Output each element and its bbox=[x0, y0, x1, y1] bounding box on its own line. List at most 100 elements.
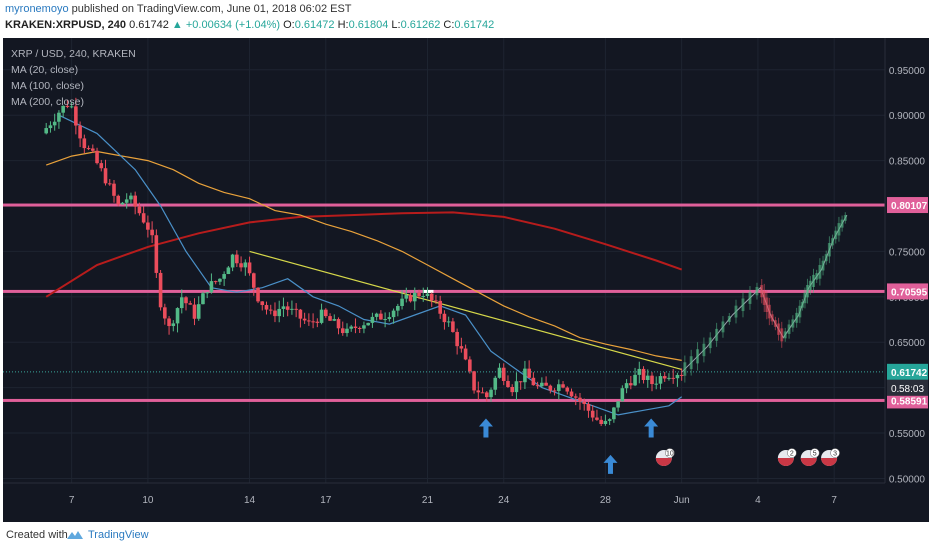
projection-candle bbox=[805, 278, 809, 304]
candle-body bbox=[612, 407, 616, 420]
candle bbox=[620, 385, 625, 402]
candle-body bbox=[540, 382, 544, 387]
candle bbox=[86, 145, 91, 151]
candle-body bbox=[472, 371, 476, 391]
candle-body bbox=[95, 150, 99, 164]
candle-body bbox=[146, 222, 150, 230]
candle-body bbox=[417, 292, 421, 297]
projection-candle bbox=[831, 234, 835, 249]
candle bbox=[116, 194, 121, 207]
candle-body bbox=[484, 392, 489, 398]
candle bbox=[548, 384, 553, 394]
projection-body bbox=[708, 337, 712, 349]
candle bbox=[595, 409, 599, 421]
price-chart[interactable]: 10 2 5 3 0.95000 0.90000 0.85000 0.75000 0.65000… bbox=[3, 38, 929, 522]
tradingview-brand-link[interactable]: TradingView bbox=[88, 529, 149, 541]
event-badge-flag bbox=[821, 458, 838, 466]
candle-body bbox=[175, 308, 180, 324]
price-tick-label: 0.85000 bbox=[889, 157, 926, 168]
candle bbox=[421, 287, 426, 302]
last-price: 0.61742 bbox=[129, 19, 169, 31]
candle-body bbox=[434, 300, 438, 302]
level-price-tag: 0.70595 bbox=[891, 287, 928, 298]
candle-body bbox=[679, 374, 684, 376]
projection-candle bbox=[770, 310, 774, 325]
projection-body bbox=[696, 349, 700, 364]
candle bbox=[557, 379, 561, 400]
candle bbox=[103, 159, 108, 186]
candle-body bbox=[345, 328, 349, 334]
candle-body bbox=[192, 304, 197, 319]
candle-body bbox=[650, 375, 654, 385]
candle-body bbox=[78, 125, 82, 139]
candle-body bbox=[277, 308, 282, 317]
legend-ma20[interactable]: MA (20, close) bbox=[11, 64, 79, 76]
candle bbox=[480, 387, 485, 394]
candle-body bbox=[552, 390, 557, 392]
candle-body bbox=[336, 319, 341, 329]
candle bbox=[438, 295, 442, 319]
publish-info: myronemoyo published on TradingView.com,… bbox=[5, 3, 352, 15]
projection-candle bbox=[815, 269, 819, 283]
time-tick-label: Jun bbox=[674, 495, 690, 506]
level-line bbox=[3, 289, 885, 293]
candle-body bbox=[222, 274, 226, 279]
candle bbox=[163, 303, 167, 325]
candle bbox=[455, 328, 459, 355]
candle-body bbox=[400, 298, 404, 306]
candle bbox=[412, 287, 417, 311]
candle bbox=[264, 301, 269, 315]
projection-candle bbox=[800, 298, 804, 311]
candle bbox=[366, 322, 370, 326]
author-link[interactable]: myronemoyo bbox=[5, 3, 69, 15]
candle bbox=[518, 381, 523, 390]
event-badge-count-bg bbox=[787, 448, 797, 458]
candle-body bbox=[91, 148, 95, 151]
candle-body bbox=[154, 235, 159, 273]
candle-body bbox=[137, 206, 142, 214]
candle-body bbox=[633, 374, 637, 386]
event-badge-icon: 5 bbox=[800, 448, 820, 466]
projection-body bbox=[834, 230, 838, 240]
candle bbox=[565, 386, 570, 395]
candle bbox=[654, 376, 659, 390]
candle-body bbox=[61, 105, 65, 113]
candles bbox=[44, 97, 684, 427]
close-label: C: bbox=[443, 19, 455, 31]
candle-body bbox=[226, 267, 231, 275]
candle-body bbox=[459, 346, 464, 349]
candle-body bbox=[235, 254, 239, 264]
legend-ma100[interactable]: MA (100, close) bbox=[11, 80, 84, 92]
candle-body bbox=[141, 213, 146, 223]
projection-body bbox=[760, 285, 764, 298]
candle bbox=[129, 192, 133, 204]
candle-body bbox=[340, 328, 345, 334]
candle-body bbox=[201, 293, 205, 305]
candle bbox=[137, 202, 142, 216]
candle bbox=[514, 372, 519, 401]
candle bbox=[637, 361, 642, 384]
candle bbox=[298, 308, 303, 328]
legend-ma200[interactable]: MA (200, close) bbox=[11, 96, 84, 108]
candle-body bbox=[374, 313, 379, 317]
candle bbox=[78, 121, 82, 148]
plot-area: 10 2 5 3 bbox=[3, 97, 885, 474]
candle bbox=[442, 310, 447, 330]
candle-body bbox=[480, 392, 485, 394]
candle bbox=[120, 201, 125, 205]
candle bbox=[362, 321, 366, 334]
candle-body bbox=[641, 368, 646, 381]
time-tick-label: 28 bbox=[600, 495, 612, 506]
candle bbox=[489, 387, 493, 402]
candle bbox=[349, 324, 354, 332]
candle bbox=[497, 363, 502, 379]
chart-panel[interactable]: 10 2 5 3 0.95000 0.90000 0.85000 0.75000 0.65000… bbox=[3, 38, 929, 522]
candle bbox=[379, 310, 383, 320]
candle bbox=[506, 375, 510, 388]
candle bbox=[531, 372, 536, 386]
level-line-handle bbox=[423, 289, 434, 293]
projection-body bbox=[780, 328, 784, 342]
candle-body bbox=[396, 305, 400, 311]
projection-candle bbox=[762, 283, 766, 313]
low-label: L: bbox=[391, 19, 401, 31]
